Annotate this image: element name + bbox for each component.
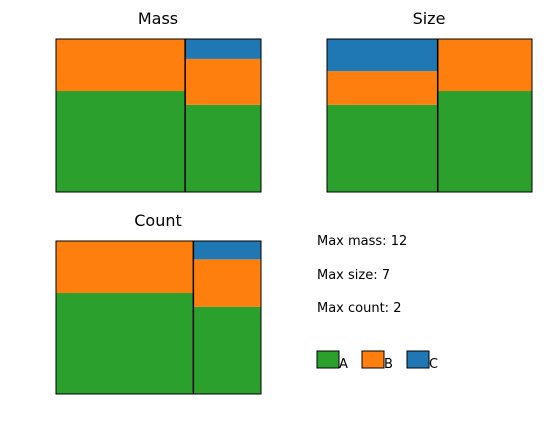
count-col2-b-tile: [193, 259, 261, 307]
count-col2-a-tile: [193, 306, 261, 394]
count-col1-a-tile: [56, 293, 194, 394]
legend-label-c: C: [429, 357, 438, 372]
count-chart-frame: [55, 240, 262, 395]
size-col2-a-tile: [437, 91, 532, 192]
legend-swatch-b: [361, 350, 385, 369]
size-col1-c-tile: [327, 39, 438, 72]
legend-label-a: A: [339, 357, 348, 372]
size-col1-b-tile: [327, 71, 438, 105]
mass-chart-title: Mass: [138, 9, 178, 28]
size-col2-b-tile: [437, 39, 532, 92]
legend-swatch-a: [316, 350, 340, 369]
max-mass-text: Max mass: 12: [317, 234, 407, 249]
count-chart-title: Count: [134, 211, 182, 230]
legend-label-b: B: [384, 357, 393, 372]
size-chart-title: Size: [413, 9, 446, 28]
count-col2-c-tile: [193, 241, 261, 260]
mass-col1-a-tile: [56, 91, 186, 192]
max-count-text: Max count: 2: [317, 301, 401, 316]
stats-panel: Max mass: 12 Max size: 7 Max count: 2: [317, 234, 407, 316]
legend: A B C: [316, 350, 438, 372]
mass-col2-c-tile: [185, 39, 261, 59]
mass-chart: Mass: [55, 9, 262, 193]
size-col1-a-tile: [327, 104, 438, 192]
mass-col2-a-tile: [185, 104, 261, 192]
max-size-text: Max size: 7: [317, 268, 390, 283]
size-chart-frame: [326, 38, 533, 193]
mass-col1-b-tile: [56, 39, 186, 92]
mass-chart-frame: [55, 38, 262, 193]
count-chart: Count: [55, 211, 262, 395]
mass-col2-b-tile: [185, 58, 261, 105]
legend-swatch-c: [406, 350, 430, 369]
count-col1-b-tile: [56, 241, 194, 294]
size-chart: Size: [326, 9, 533, 193]
